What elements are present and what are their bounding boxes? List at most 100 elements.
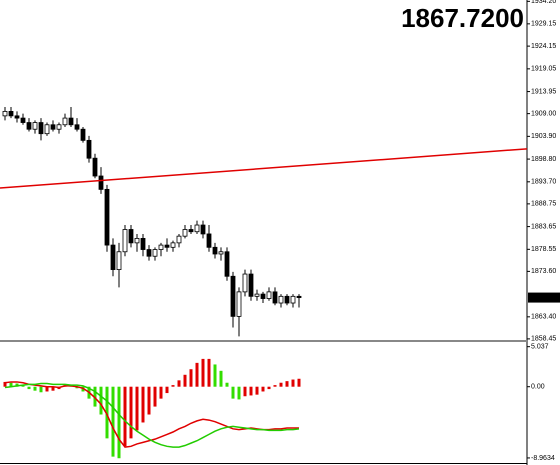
- candle-body: [236, 291, 242, 317]
- histogram-bar: [75, 386, 79, 389]
- candle-body: [254, 293, 260, 297]
- histogram-bar: [9, 382, 13, 387]
- histogram-bar: [195, 362, 199, 387]
- candle-body: [44, 124, 50, 135]
- candle-body: [284, 295, 290, 304]
- candle-body: [86, 139, 92, 159]
- histogram-bar: [21, 385, 25, 387]
- histogram-bar: [165, 386, 169, 394]
- histogram-bar: [141, 386, 145, 423]
- candle-body: [104, 188, 110, 246]
- y-tick-label: 5.037: [531, 344, 549, 351]
- candle-body: [62, 117, 68, 126]
- histogram-bar: [237, 386, 241, 400]
- y-tick-label: 1924.15: [531, 43, 556, 50]
- y-tick-label: -8.9634: [531, 455, 555, 462]
- histogram-bar: [117, 386, 121, 459]
- histogram-bar: [33, 386, 37, 391]
- histogram-bar: [45, 386, 49, 392]
- candle-body: [32, 122, 38, 130]
- candle-body: [56, 124, 62, 130]
- price-display: 1867.7200: [401, 3, 524, 33]
- candle-body: [176, 235, 182, 244]
- candle-body: [266, 291, 272, 299]
- histogram-bar: [3, 381, 7, 387]
- candle-body: [200, 224, 206, 235]
- candle-body: [242, 273, 248, 293]
- candle-body: [260, 293, 266, 299]
- histogram-bar: [273, 385, 277, 387]
- histogram-bar: [51, 386, 55, 391]
- histogram-bar: [93, 386, 97, 407]
- candle-body: [158, 244, 164, 250]
- candle-body: [278, 295, 284, 304]
- histogram-bar: [15, 383, 19, 387]
- histogram-bar: [123, 386, 127, 447]
- candle-body: [92, 157, 98, 177]
- candle-body: [8, 111, 14, 117]
- histogram-bar: [255, 386, 259, 395]
- candle-body: [212, 246, 218, 255]
- histogram-bar: [213, 364, 217, 387]
- y-tick-label: 1929.15: [531, 21, 556, 28]
- histogram-bar: [39, 386, 43, 393]
- candle-body: [224, 251, 230, 277]
- candle-body: [152, 249, 158, 257]
- histogram-bar: [129, 386, 133, 439]
- histogram-bar: [177, 380, 181, 387]
- candle-body: [110, 244, 116, 270]
- histogram-bar: [279, 382, 283, 387]
- candle-body: [296, 295, 302, 298]
- histogram-bar: [249, 386, 253, 396]
- histogram-bar: [201, 358, 205, 387]
- histogram-bar: [111, 386, 115, 457]
- last-price-label: 1867.72: [530, 294, 555, 301]
- y-tick-label: 1893.70: [531, 179, 556, 186]
- histogram-bar: [147, 386, 151, 415]
- candle-body: [38, 122, 44, 135]
- candle-body: [206, 233, 212, 248]
- histogram-bar: [135, 386, 139, 431]
- candle-body: [146, 249, 152, 257]
- y-tick-label: 1913.95: [531, 88, 556, 95]
- candle-body: [26, 122, 32, 130]
- candle-body: [182, 229, 188, 237]
- y-tick-label: 1883.65: [531, 223, 556, 230]
- y-tick-label: 0.00: [531, 384, 545, 391]
- candle-body: [230, 275, 236, 317]
- y-tick-label: 1878.55: [531, 246, 556, 253]
- candle-body: [248, 273, 254, 297]
- candle-body: [2, 111, 8, 117]
- histogram-bar: [99, 386, 103, 415]
- candle-body: [272, 291, 278, 304]
- candle-body: [20, 117, 26, 123]
- histogram-bar: [243, 386, 247, 397]
- candle-body: [164, 244, 170, 248]
- histogram-bar: [231, 386, 235, 399]
- candle-body: [50, 124, 56, 130]
- candle-body: [14, 115, 20, 119]
- candle-body: [98, 175, 104, 190]
- last-price-box: [528, 292, 560, 303]
- candle-body: [188, 229, 194, 233]
- trendline: [0, 148, 528, 189]
- y-tick-label: 1858.45: [531, 336, 556, 343]
- histogram-bar: [153, 386, 157, 407]
- histogram-bar: [105, 386, 109, 439]
- candle-body: [122, 229, 128, 253]
- histogram-bar: [27, 386, 31, 390]
- candle-body: [80, 128, 86, 141]
- histogram-bar: [207, 358, 211, 387]
- candle-body: [170, 242, 176, 248]
- candle-body: [74, 124, 80, 130]
- candle-body: [140, 238, 146, 250]
- y-tick-label: 1934.20: [531, 0, 556, 5]
- y-tick-label: 1873.60: [531, 268, 556, 275]
- macd-line: [4, 382, 300, 448]
- candle-body: [290, 295, 296, 304]
- y-tick-label: 1863.40: [531, 314, 556, 321]
- histogram-bar: [285, 381, 289, 387]
- y-tick-label: 1898.80: [531, 156, 556, 163]
